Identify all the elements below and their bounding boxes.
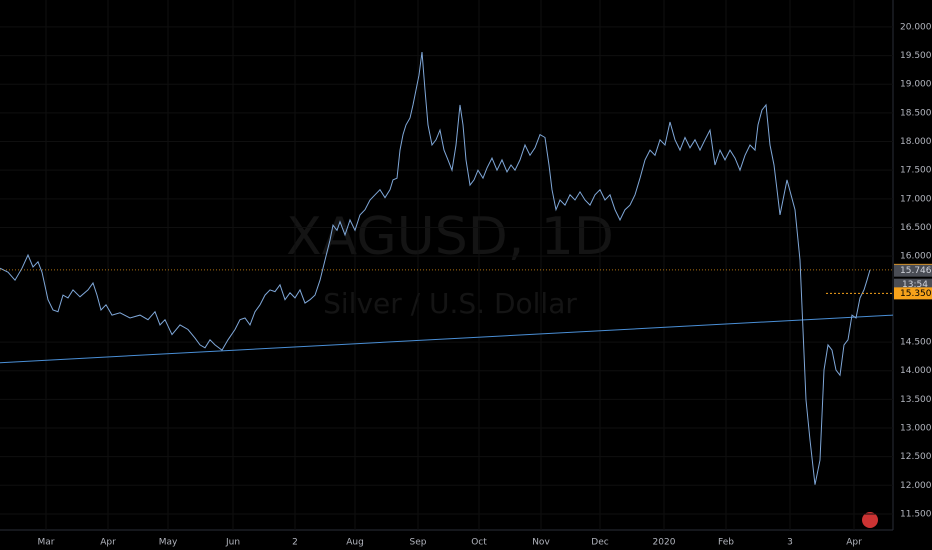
x-tick-label: Sep <box>410 538 427 548</box>
price-line <box>0 52 871 485</box>
y-tick-label: 18.500 <box>900 108 932 118</box>
logo <box>862 512 878 528</box>
y-tick-label: 13.500 <box>900 395 932 405</box>
x-tick-label: Feb <box>718 538 734 548</box>
x-tick-label: Oct <box>471 538 487 548</box>
y-tick-label: 16.000 <box>900 252 932 262</box>
price-label-bg <box>894 287 932 300</box>
x-tick-label: May <box>159 538 178 548</box>
x-tick-label: Apr <box>100 538 116 548</box>
x-tick-label: Aug <box>346 538 364 548</box>
x-tick-label: Jun <box>225 538 240 548</box>
y-tick-label: 19.500 <box>900 51 932 61</box>
x-tick-label: Mar <box>38 538 55 548</box>
price-label: 15.746 <box>900 266 932 276</box>
trendline <box>0 314 894 364</box>
y-tick-label: 11.500 <box>900 509 932 519</box>
watermark-subtitle: Silver / U.S. Dollar <box>323 287 577 320</box>
x-tick-label: 2020 <box>653 538 676 548</box>
y-tick-label: 16.500 <box>900 223 932 233</box>
y-tick-label: 13.000 <box>900 424 932 434</box>
y-tick-label: 14.000 <box>900 366 932 376</box>
y-tick-label: 14.500 <box>900 338 932 348</box>
price-label-bg <box>894 264 932 277</box>
x-tick-label: 3 <box>787 538 793 548</box>
x-tick-label: 2 <box>292 538 298 548</box>
y-tick-label: 20.000 <box>900 22 932 32</box>
watermark: XAGUSD, 1D <box>286 207 614 267</box>
y-tick-label: 17.000 <box>900 194 932 204</box>
y-tick-label: 12.000 <box>900 481 932 491</box>
y-tick-label: 17.500 <box>900 166 932 176</box>
y-tick-label: 18.000 <box>900 137 932 147</box>
countdown: 13:54 <box>902 280 928 290</box>
x-tick-label: Nov <box>532 538 550 548</box>
price-label: 15.350 <box>900 289 932 299</box>
x-tick-label: Apr <box>846 538 862 548</box>
x-tick-label: Dec <box>591 538 608 548</box>
y-tick-label: 19.000 <box>900 80 932 90</box>
y-tick-label: 12.500 <box>900 452 932 462</box>
